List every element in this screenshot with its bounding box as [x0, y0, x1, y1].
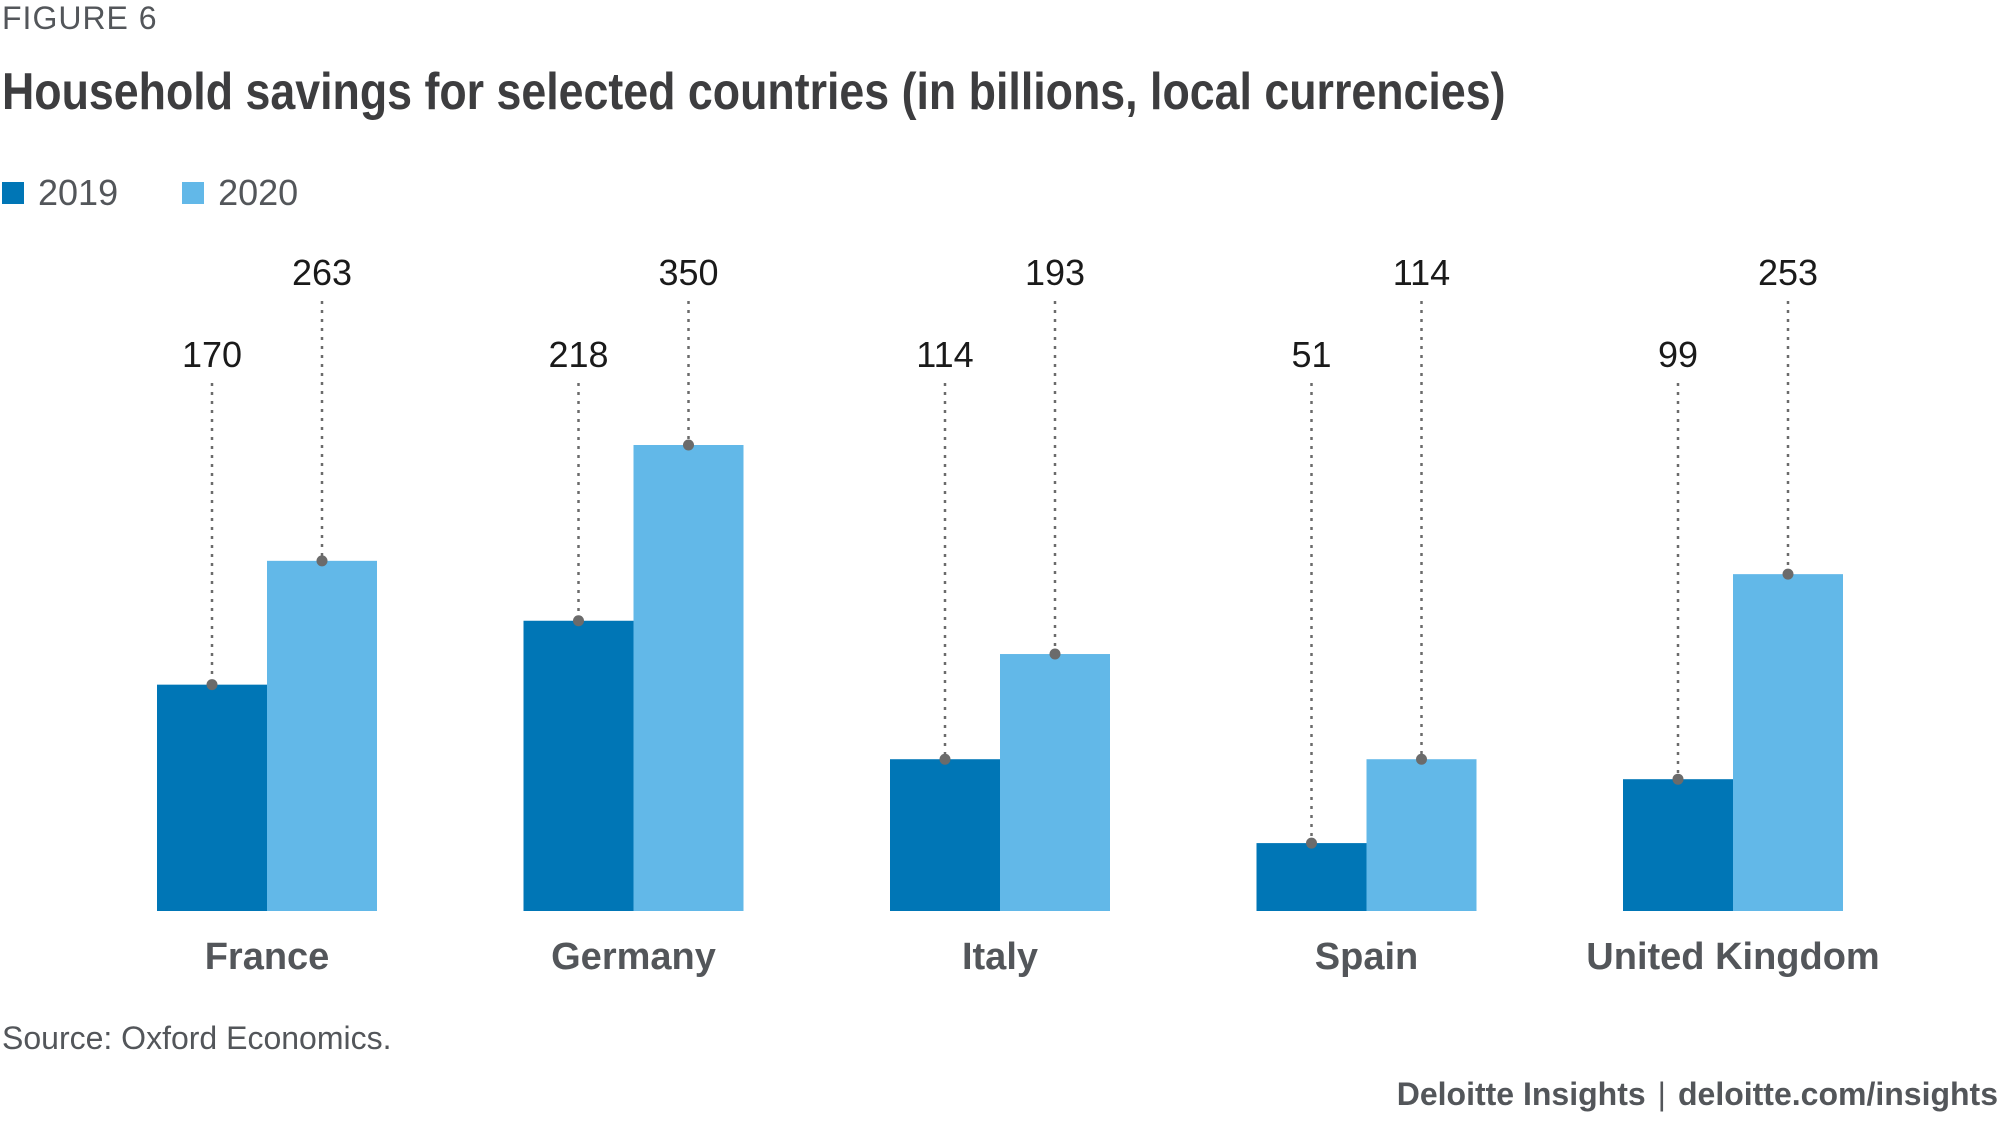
value-label-france-2020: 263: [292, 252, 352, 293]
footer-url: deloitte.com/insights: [1677, 1076, 1998, 1112]
bar-spain-2020: [1366, 759, 1477, 911]
leader-dot-united-kingdom-2020: [1782, 568, 1794, 580]
value-label-germany-2019: 218: [548, 334, 608, 375]
category-label-united-kingdom: United Kingdom: [1586, 936, 1879, 978]
category-label-france: France: [205, 936, 330, 978]
bar-germany-2020: [633, 445, 744, 911]
leader-dot-italy-2019: [939, 753, 951, 765]
value-label-italy-2020: 193: [1025, 252, 1085, 293]
legend-swatch-2019: [2, 182, 24, 204]
footer-separator: |: [1657, 1076, 1666, 1112]
value-label-germany-2020: 350: [658, 252, 718, 293]
footer-brand: Deloitte Insights: [1396, 1076, 1646, 1112]
category-label-spain: Spain: [1315, 936, 1418, 978]
category-label-italy: Italy: [962, 936, 1038, 978]
leader-dot-italy-2020: [1049, 648, 1061, 660]
value-label-spain-2019: 51: [1291, 334, 1331, 375]
leader-dot-france-2019: [206, 679, 218, 691]
value-label-italy-2019: 114: [916, 334, 973, 375]
bar-france-2019: [157, 684, 267, 911]
legend-label-2019: 2019: [38, 172, 119, 213]
leader-dot-united-kingdom-2019: [1672, 773, 1684, 785]
bar-italy-2019: [890, 759, 1000, 911]
value-label-spain-2020: 114: [1393, 252, 1450, 293]
bar-italy-2020: [1000, 654, 1110, 911]
bar-spain-2019: [1256, 843, 1367, 911]
category-label-germany: Germany: [551, 936, 716, 978]
bar-united-kingdom-2019: [1623, 779, 1733, 911]
leader-dot-spain-2019: [1306, 837, 1317, 849]
legend-label-2020: 2020: [218, 172, 299, 213]
value-label-united-kingdom-2019: 99: [1658, 334, 1698, 375]
source-note: Source: Oxford Economics.: [2, 1020, 392, 1056]
value-label-united-kingdom-2020: 253: [1758, 252, 1818, 293]
leader-dot-spain-2020: [1416, 753, 1427, 765]
figure-label: FIGURE 6: [2, 0, 158, 36]
bar-united-kingdom-2020: [1733, 574, 1843, 911]
bar-germany-2019: [523, 620, 634, 911]
footer: Deloitte Insights | deloitte.com/insights: [1397, 1076, 1998, 1113]
legend-item-2019: 2019: [2, 172, 118, 214]
legend-item-2020: 2020: [182, 172, 298, 214]
legend-swatch-2020: [182, 182, 205, 204]
leader-dot-france-2020: [316, 555, 328, 567]
leader-dot-germany-2019: [573, 615, 584, 627]
leader-dot-germany-2020: [683, 439, 694, 451]
bar-chart: 170 263 France 218 350 Germany 114 193 Italy 51 11…: [157, 252, 1880, 978]
bar-france-2020: [267, 560, 377, 911]
chart-title: Household savings for selected countries…: [2, 63, 1506, 121]
legend: 2019 2020: [2, 172, 362, 214]
value-label-france-2019: 170: [182, 334, 242, 375]
